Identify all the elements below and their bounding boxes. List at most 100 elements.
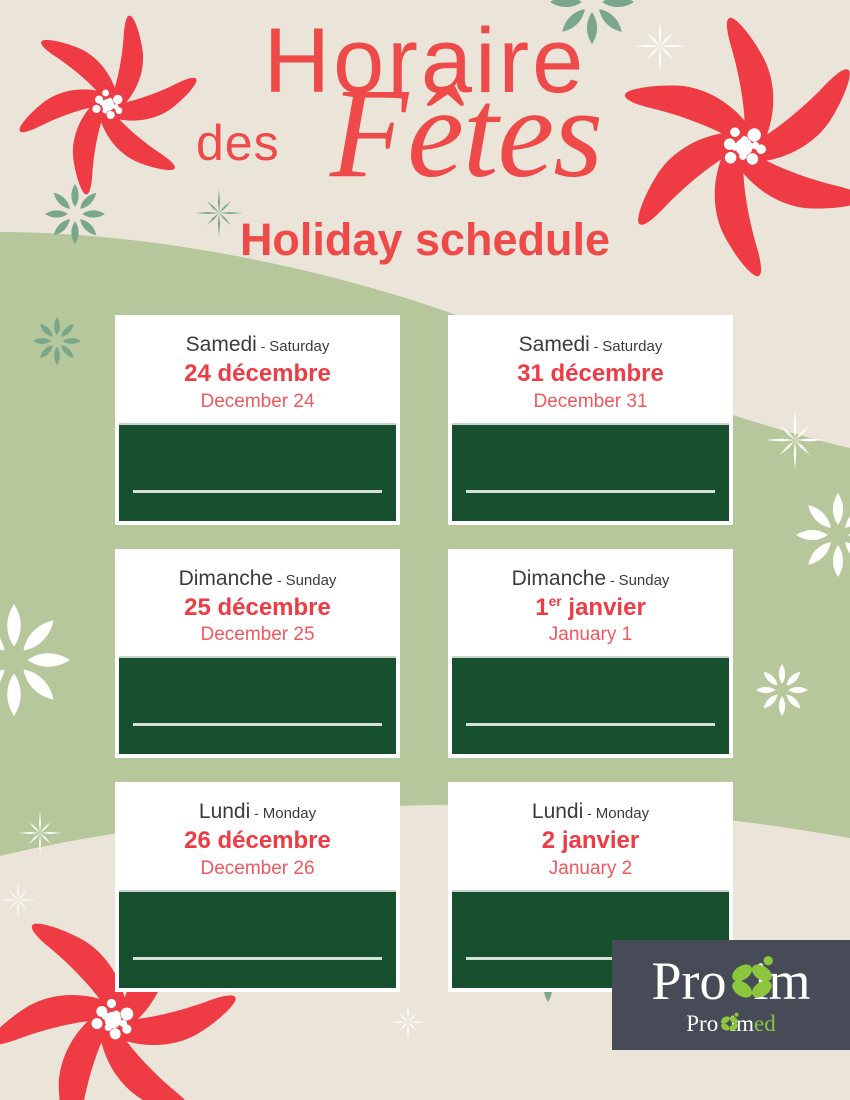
flower-petal — [98, 1019, 195, 1100]
snowflake-petal — [808, 542, 831, 565]
card-hours-writein-area[interactable] — [452, 422, 729, 521]
snowflake-petal — [82, 210, 106, 218]
snowflake-petal — [61, 345, 74, 358]
snowflake-petal — [62, 338, 82, 344]
snowflake-petal — [44, 210, 68, 218]
snowflake-white-right-upper — [764, 410, 826, 470]
snowflake-ray — [39, 811, 41, 833]
flower-petal — [19, 89, 113, 133]
flower-petal — [72, 95, 108, 195]
card-date-en: December 26 — [200, 857, 315, 879]
snowflake-ray — [795, 424, 811, 440]
snowflake-ray — [398, 1022, 408, 1032]
card-day-line: Lundi - Monday — [125, 800, 390, 823]
snowflake-ray — [407, 1022, 409, 1040]
logo-sub-text: Proximed — [686, 1012, 775, 1035]
card-day-en: Monday — [262, 805, 317, 823]
snowflake-ray — [408, 1012, 418, 1022]
flower-center-dot — [106, 110, 115, 120]
snowflake-ray — [219, 211, 244, 215]
snowflake-ray — [8, 900, 18, 910]
snowflake-white-right-lower — [756, 664, 808, 716]
flower-center-dot — [724, 151, 737, 164]
logo-brand-sub: Proximed — [612, 1012, 850, 1036]
snowflake-petal — [40, 345, 53, 358]
card-day-line: Dimanche - Sunday — [125, 567, 390, 590]
poinsettia-bottom-left — [0, 902, 236, 1100]
snowflake-ray — [795, 438, 826, 442]
card-date-en: December 31 — [533, 390, 648, 412]
snowflake-petal — [54, 346, 60, 365]
card-day-fr: Lundi — [198, 800, 251, 824]
snowflake-petal — [80, 192, 97, 209]
card-day-separator: - — [583, 805, 596, 822]
schedule-card: Samedi - Saturday 31 décembre December 31 — [448, 315, 733, 525]
snowflake-ray — [18, 832, 40, 834]
snowflake-ray — [398, 1012, 408, 1022]
snowflake-petal — [599, 9, 622, 32]
flower-center-dot — [109, 1028, 121, 1040]
snowflake-petal — [832, 545, 844, 577]
snowflake-ray — [217, 213, 221, 237]
snowflake-ray — [17, 900, 19, 918]
snowflake-ray — [8, 890, 18, 900]
snowflake-petal — [562, 9, 585, 32]
card-hours-writein-area[interactable] — [119, 422, 396, 521]
flower-center-dot — [739, 152, 747, 160]
card-day-en: Sunday — [285, 571, 337, 589]
card-hours-writein-area[interactable] — [452, 656, 729, 755]
card-header: Lundi - Monday 2 janvier January 2 — [452, 786, 729, 890]
card-header: Dimanche - Sunday 25 décembre December 25 — [119, 552, 396, 657]
flower-center-dot — [92, 104, 101, 113]
card-day-en: Saturday — [602, 338, 663, 355]
flower-center-dot — [751, 141, 760, 150]
snowflake-ray — [658, 20, 662, 46]
snowflake-petal — [53, 192, 70, 209]
snowflake-ray — [206, 200, 219, 213]
snowflake-ray — [646, 32, 660, 46]
logo-brand-text: Proxim — [651, 954, 810, 1008]
snowflake-petal — [586, 12, 598, 44]
card-date-en: January 2 — [548, 857, 633, 879]
snowflake-ray — [658, 46, 662, 72]
card-day-fr: Dimanche — [178, 566, 274, 590]
flower-center-dot — [101, 1012, 110, 1020]
snowflake-petal — [795, 529, 828, 541]
card-day-fr: Dimanche — [511, 566, 607, 590]
flower-center-dot — [102, 108, 108, 114]
snowflake-ray — [660, 32, 674, 46]
snowflake-petal — [788, 686, 808, 694]
snowflake-ray — [18, 899, 37, 901]
card-hours-writein-area[interactable] — [119, 889, 396, 988]
logo-sub-mid: im — [729, 1011, 754, 1036]
flower-petal — [31, 923, 128, 1021]
snowflake-ray — [646, 46, 660, 60]
card-hours-writein-area[interactable] — [119, 656, 396, 755]
schedule-card: Lundi - Monday 26 décembre December 26 — [115, 782, 400, 992]
card-day-line: Samedi - Saturday — [458, 333, 723, 356]
snowflake-white-left-bottom — [0, 882, 37, 918]
flower-center-dot — [104, 1023, 112, 1032]
snowflake-petal — [61, 324, 74, 337]
snowflake-petal — [23, 669, 54, 700]
snowflake-petal — [32, 338, 52, 344]
card-day-separator: - — [589, 338, 603, 354]
snowflake-ray — [17, 882, 19, 900]
flower-center-dot — [120, 1007, 134, 1021]
snowflake-ray — [389, 1021, 408, 1023]
card-writing-line — [466, 723, 715, 727]
snowflake-petal — [778, 664, 786, 684]
card-header: Dimanche - Sunday 1er janvier January 1 — [452, 552, 729, 657]
snowflake-ray — [660, 46, 674, 60]
snowflake-petal — [808, 505, 831, 528]
schedule-card: Dimanche - Sunday 25 décembre December 25 — [115, 548, 400, 759]
snowflake-ray — [779, 440, 795, 456]
snowflake-ray — [217, 189, 221, 213]
card-day-separator: - — [250, 805, 263, 822]
snowflake-white-left-edge — [0, 604, 71, 716]
flower-petal — [714, 137, 762, 277]
card-date-month: janvier — [561, 593, 646, 621]
snowflake-green-left-upper — [44, 184, 106, 244]
flower-center-dot — [747, 128, 761, 142]
